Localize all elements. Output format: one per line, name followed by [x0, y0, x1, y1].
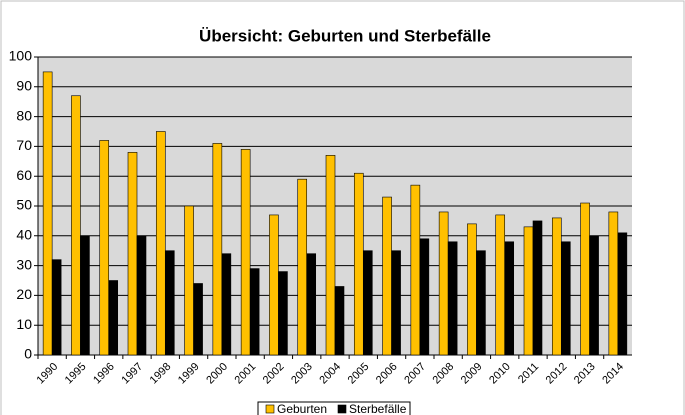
- bar: [221, 253, 232, 356]
- y-tick-label: 40: [16, 227, 32, 243]
- bar: [476, 250, 486, 356]
- bar: [306, 253, 317, 356]
- bar: [589, 235, 599, 356]
- y-tick-label: 50: [16, 197, 32, 213]
- bar: [391, 250, 401, 356]
- bar: [51, 259, 62, 356]
- bar: [560, 241, 571, 356]
- bar: [136, 235, 147, 356]
- bar: [467, 223, 477, 356]
- y-tick-label: 20: [16, 286, 32, 302]
- bar: [212, 143, 223, 356]
- bar: [42, 71, 53, 356]
- legend-box: [257, 401, 411, 415]
- bar: [127, 152, 138, 356]
- bar: [249, 268, 260, 356]
- chart-title: Übersicht: Geburten und Sterbefälle: [199, 26, 491, 45]
- y-tick-label: 70: [16, 137, 32, 153]
- bar: [551, 217, 562, 356]
- bar: [240, 149, 251, 356]
- bar: [80, 235, 90, 356]
- bar: [353, 172, 364, 356]
- bar: [523, 226, 534, 356]
- bar: [108, 280, 119, 356]
- y-tick-label: 90: [16, 78, 32, 94]
- bar: [155, 131, 166, 356]
- bar: [278, 271, 288, 356]
- bar: [269, 214, 279, 356]
- bar: [532, 220, 543, 356]
- y-tick-label: 10: [16, 316, 32, 332]
- bar: [325, 155, 336, 356]
- bar: [438, 211, 449, 356]
- y-tick-label: 80: [16, 107, 32, 123]
- bar: [608, 211, 619, 356]
- bar: [617, 232, 628, 356]
- bar: [410, 184, 421, 356]
- bar: [419, 238, 430, 356]
- bar: [164, 250, 175, 356]
- bar: [71, 95, 81, 356]
- legend-swatch: [337, 404, 347, 414]
- bar: [193, 283, 203, 356]
- bar: [334, 286, 345, 356]
- y-tick-label: 100: [9, 48, 33, 64]
- bar: [504, 241, 515, 356]
- bar: [382, 196, 392, 356]
- bar: [495, 214, 506, 356]
- legend-swatch: [265, 404, 275, 414]
- legend-label: Geburten: [277, 402, 327, 415]
- y-tick-label: 30: [16, 256, 32, 272]
- bar: [99, 140, 110, 356]
- bar: [447, 241, 458, 356]
- bar: [362, 250, 373, 356]
- bar: [580, 202, 590, 356]
- bar: [297, 178, 308, 356]
- y-tick-label: 60: [16, 167, 32, 183]
- bar: [184, 205, 194, 356]
- y-tick-label: 0: [24, 346, 32, 362]
- legend-label: Sterbefälle: [349, 402, 407, 415]
